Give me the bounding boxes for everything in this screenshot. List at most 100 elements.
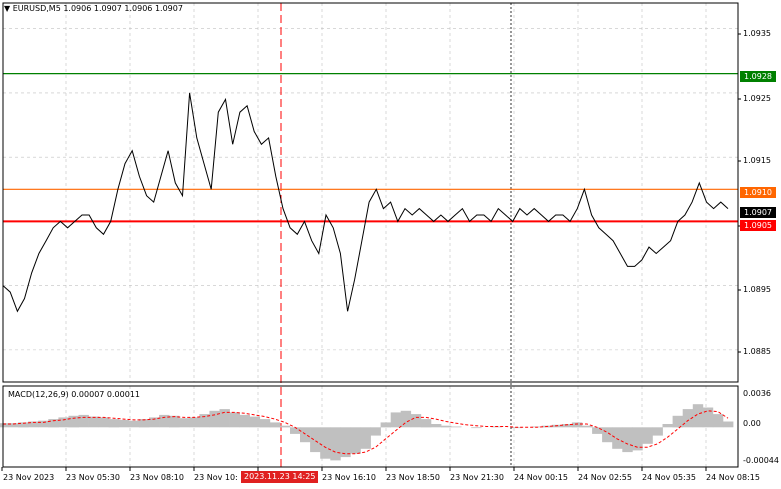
macd-bar <box>138 419 150 428</box>
macd-bar <box>712 414 724 428</box>
time-label: 23 Nov 2023 <box>3 473 55 482</box>
macd-bar <box>330 427 341 461</box>
macd-bar <box>642 427 653 444</box>
level-badge-green: 1.0928 <box>740 71 776 82</box>
macd-bar <box>290 427 301 434</box>
macd-bar <box>451 426 462 428</box>
time-label: 23 Nov 21:30 <box>450 473 504 482</box>
time-label: 24 Nov 08:15 <box>706 473 760 482</box>
macd-bar <box>571 422 583 428</box>
macd-bar <box>723 421 734 428</box>
time-label: 24 Nov 05:35 <box>642 473 696 482</box>
macd-bar <box>561 424 573 428</box>
macd-bar <box>219 409 230 428</box>
macd-bar <box>441 425 452 428</box>
macd-bar <box>149 417 160 428</box>
time-label: 23 Nov 05:30 <box>66 473 120 482</box>
time-label: 23 Nov 10: <box>194 473 238 482</box>
macd-signal-line <box>3 410 729 455</box>
macd-bar <box>662 424 673 428</box>
price-tick: 1.0915 <box>743 156 771 165</box>
price-tick: 1.0885 <box>743 347 771 356</box>
macd-bar <box>249 416 261 428</box>
macd-bar <box>410 414 422 428</box>
macd-bar <box>602 427 613 443</box>
level-badge-orange: 1.0910 <box>740 187 776 198</box>
macd-bar <box>58 417 69 428</box>
macd-bar <box>8 423 19 428</box>
macd-bar <box>229 412 240 428</box>
macd-bar <box>400 410 412 428</box>
macd-bar <box>239 414 250 428</box>
level-badge-red: 1.0905 <box>740 220 776 231</box>
macd-tick: -0.00044 <box>743 456 779 465</box>
macd-bar <box>350 427 361 454</box>
macd-tick: 0.0036 <box>743 389 771 398</box>
macd-tick: 0.00 <box>743 419 761 428</box>
macd-bar <box>28 421 39 428</box>
chart-frames <box>1 2 741 471</box>
macd-bar <box>199 414 210 428</box>
macd-bar <box>592 427 603 434</box>
time-label: 23 Nov 16:10 <box>322 473 376 482</box>
main-frame <box>2 2 739 383</box>
crosshair-time-label: 2023.11.23 14:25 <box>241 471 319 483</box>
time-label: 23 Nov 18:50 <box>386 473 440 482</box>
time-label: 23 Nov 08:10 <box>130 473 184 482</box>
macd-bar <box>159 414 170 428</box>
macd-bar <box>612 427 623 449</box>
macd-bar <box>632 427 643 451</box>
time-label: 24 Nov 00:15 <box>514 473 568 482</box>
price-line <box>2 92 729 313</box>
macd-bar <box>68 415 79 428</box>
macd-bar <box>370 427 381 436</box>
macd-bar <box>78 414 89 428</box>
macd-bar <box>702 407 714 428</box>
macd-bar <box>38 420 49 428</box>
symbol-info: ▼ EURUSD,M5 1.0906 1.0907 1.0906 1.0907 <box>4 4 183 13</box>
macd-bar <box>179 418 190 428</box>
macd-bar <box>18 422 29 428</box>
chart-grid <box>3 3 738 467</box>
horizontal-levels[interactable] <box>3 73 738 223</box>
macd-bar <box>88 416 99 428</box>
macd-bar <box>320 427 331 459</box>
macd-bar <box>48 419 59 428</box>
macd-bar <box>269 422 281 428</box>
macd-bar <box>692 404 704 428</box>
macd-bar <box>98 417 110 428</box>
macd-bar <box>259 419 271 428</box>
macd-bar <box>582 425 593 428</box>
price-tick: 1.0935 <box>743 29 771 38</box>
macd-bar <box>390 412 402 428</box>
macd-bar <box>279 425 291 428</box>
macd-bar <box>209 410 220 428</box>
price-tick: 1.0895 <box>743 285 771 294</box>
macd-bar <box>340 427 351 458</box>
price-series <box>2 92 729 313</box>
macd-bar <box>118 419 130 428</box>
price-tick: 1.0925 <box>743 94 771 103</box>
macd-bar <box>431 424 442 428</box>
macd-bar <box>108 419 120 428</box>
macd-indicator <box>0 404 734 461</box>
macd-bar <box>420 419 432 428</box>
macd-label: MACD(12,26,9) 0.00007 0.00011 <box>8 390 141 399</box>
macd-bar <box>189 417 200 428</box>
macd-bar <box>682 409 694 428</box>
macd-bar <box>0 423 9 428</box>
macd-bar <box>128 420 140 428</box>
macd-bar <box>672 415 683 428</box>
macd-bar <box>169 415 180 428</box>
time-label: 24 Nov 02:55 <box>578 473 632 482</box>
current-price-badge: 1.0907 <box>740 207 776 218</box>
macd-bar <box>380 422 391 428</box>
macd-bar <box>622 427 633 453</box>
macd-frame <box>2 385 739 468</box>
macd-bar <box>360 427 371 449</box>
macd-bar <box>310 427 321 453</box>
macd-bar <box>471 427 482 429</box>
macd-bar <box>300 427 311 443</box>
macd-bar <box>652 427 663 436</box>
